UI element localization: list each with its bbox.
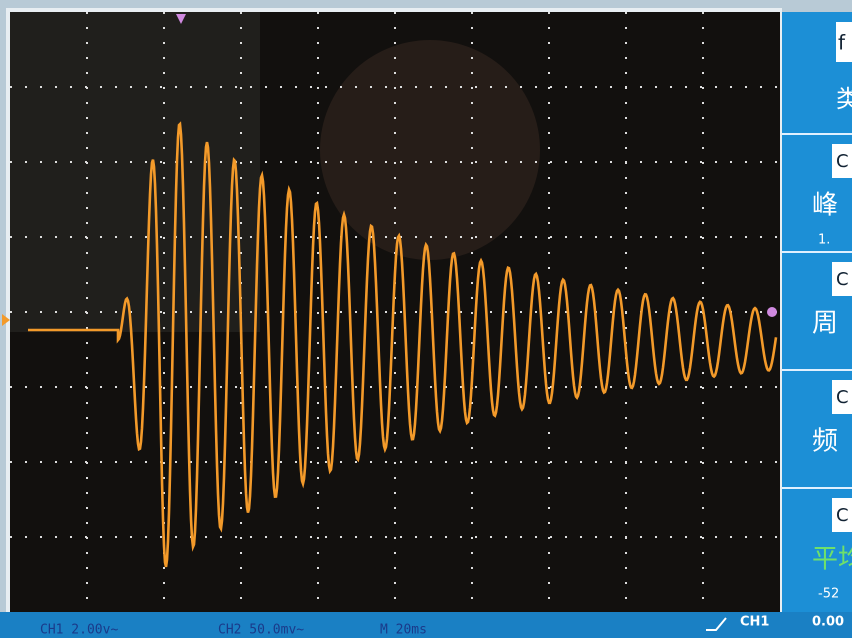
trigger-level: 0.00	[812, 615, 844, 630]
timebase: M 20ms	[380, 623, 427, 638]
tag: C	[836, 505, 849, 526]
value: 1.	[818, 233, 830, 248]
side-box	[836, 22, 852, 62]
label: 峰	[812, 191, 838, 221]
reflection	[320, 40, 540, 260]
label: 周	[812, 309, 838, 339]
level-marker	[767, 307, 777, 317]
value: -52	[818, 587, 839, 602]
status-bar	[0, 612, 852, 638]
ch1-scale: CH1 2.00v~	[40, 623, 118, 638]
tag-box	[832, 380, 852, 414]
tag: C	[836, 151, 849, 172]
side-label: 类	[836, 85, 852, 113]
label: 平均	[812, 545, 852, 575]
waveform	[28, 121, 778, 568]
tag: C	[836, 269, 849, 290]
reflection	[10, 12, 260, 332]
tag: C	[836, 387, 849, 408]
tag-box	[832, 262, 852, 296]
side-label: f	[838, 31, 846, 55]
ch2-scale: CH2 50.0mv~	[218, 623, 304, 638]
label: 频	[812, 427, 838, 457]
trigger-source: CH1	[740, 615, 769, 630]
trigger-slope	[706, 617, 727, 631]
tag-box	[832, 144, 852, 178]
ch1-marker	[2, 314, 10, 326]
trigger-marker	[176, 14, 186, 24]
tag-box	[832, 498, 852, 532]
